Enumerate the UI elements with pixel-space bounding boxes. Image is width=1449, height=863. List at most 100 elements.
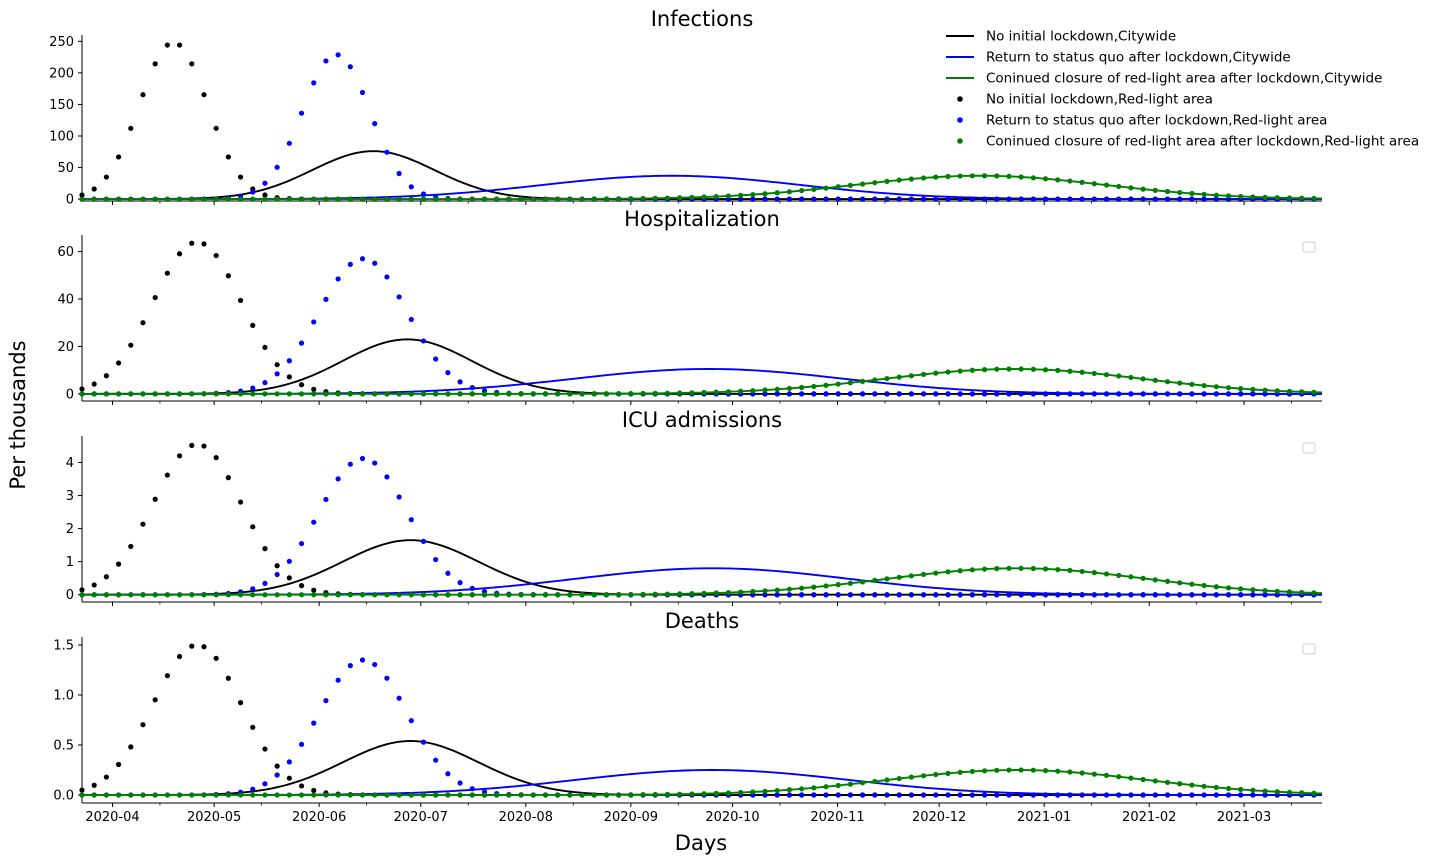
data-point bbox=[225, 675, 231, 681]
data-point bbox=[713, 193, 719, 200]
data-point bbox=[262, 580, 268, 587]
data-point bbox=[847, 182, 853, 188]
data-point bbox=[628, 196, 634, 202]
data-point bbox=[713, 590, 719, 596]
data-point bbox=[908, 774, 914, 780]
data-point bbox=[969, 592, 975, 598]
data-point bbox=[262, 746, 268, 752]
data-point bbox=[225, 475, 231, 481]
data-point bbox=[1213, 784, 1219, 791]
data-point bbox=[542, 792, 549, 798]
data-point bbox=[811, 592, 817, 598]
data-point bbox=[213, 655, 219, 661]
data-point bbox=[250, 391, 256, 397]
data-point bbox=[298, 110, 305, 116]
data-point bbox=[920, 175, 927, 181]
data-point bbox=[286, 391, 292, 397]
data-point bbox=[1274, 588, 1280, 594]
data-point bbox=[689, 390, 695, 396]
data-point bbox=[1042, 391, 1049, 397]
data-point bbox=[140, 196, 146, 202]
data-point bbox=[518, 196, 524, 202]
y-tick-label: 0 bbox=[66, 387, 74, 402]
data-point bbox=[384, 474, 390, 480]
data-point bbox=[1030, 565, 1036, 572]
data-point bbox=[469, 196, 475, 202]
data-point bbox=[323, 391, 329, 397]
data-point bbox=[774, 386, 780, 392]
data-point bbox=[847, 391, 853, 397]
data-point bbox=[1103, 391, 1110, 397]
empty-legend-box bbox=[1302, 643, 1316, 655]
data-point bbox=[323, 296, 329, 302]
data-point bbox=[128, 391, 134, 397]
data-point bbox=[859, 592, 866, 598]
data-point bbox=[530, 592, 536, 598]
data-point bbox=[1103, 592, 1110, 598]
data-point bbox=[140, 792, 146, 798]
data-point bbox=[957, 196, 963, 202]
data-point bbox=[945, 391, 951, 397]
data-point bbox=[323, 58, 329, 64]
data-point bbox=[347, 792, 353, 798]
data-point bbox=[591, 792, 597, 798]
data-point bbox=[79, 592, 85, 598]
data-point bbox=[1213, 792, 1219, 798]
data-point bbox=[1067, 592, 1073, 598]
data-point bbox=[384, 274, 390, 280]
data-point bbox=[189, 643, 195, 649]
data-point bbox=[1103, 182, 1110, 188]
data-point bbox=[372, 391, 378, 397]
data-point bbox=[567, 391, 573, 397]
data-point bbox=[408, 391, 414, 397]
data-point bbox=[981, 792, 988, 798]
data-point bbox=[1152, 792, 1158, 798]
data-point bbox=[1201, 391, 1207, 397]
data-point bbox=[433, 356, 439, 362]
data-point bbox=[1164, 379, 1171, 385]
x-tick-label: 2021-01 bbox=[1017, 810, 1071, 825]
data-point bbox=[225, 792, 231, 798]
data-point bbox=[847, 781, 853, 787]
data-point bbox=[433, 757, 439, 763]
data-point bbox=[811, 186, 817, 192]
data-point bbox=[616, 591, 622, 598]
data-point bbox=[213, 455, 219, 461]
data-point bbox=[494, 196, 500, 202]
data-point bbox=[213, 391, 219, 397]
data-point bbox=[920, 371, 927, 377]
data-point bbox=[920, 391, 927, 397]
data-point bbox=[884, 178, 890, 184]
data-point bbox=[1274, 388, 1280, 394]
data-point bbox=[140, 92, 146, 98]
data-point bbox=[298, 583, 305, 589]
y-tick-label: 3 bbox=[66, 489, 74, 504]
data-point bbox=[1274, 789, 1280, 795]
data-point bbox=[859, 780, 866, 786]
data-point bbox=[786, 787, 793, 793]
data-point bbox=[823, 196, 829, 202]
data-point bbox=[591, 196, 597, 202]
data-point bbox=[237, 592, 244, 598]
x-tick-label: 2020-09 bbox=[604, 810, 658, 825]
data-point bbox=[920, 792, 927, 798]
data-point bbox=[311, 720, 317, 726]
data-point bbox=[994, 173, 1000, 179]
data-point bbox=[689, 194, 695, 201]
data-point bbox=[616, 391, 622, 397]
data-point bbox=[945, 770, 951, 776]
data-point bbox=[896, 792, 902, 798]
data-point bbox=[1213, 391, 1219, 397]
data-point bbox=[286, 775, 292, 781]
data-point bbox=[335, 476, 341, 482]
data-point bbox=[286, 374, 292, 380]
legend-dot-swatch bbox=[957, 138, 963, 144]
data-point bbox=[420, 592, 427, 598]
data-point bbox=[994, 566, 1000, 572]
data-point bbox=[555, 196, 561, 202]
data-point bbox=[311, 592, 317, 598]
data-point bbox=[128, 543, 134, 550]
data-point bbox=[1238, 193, 1244, 200]
data-point bbox=[701, 389, 707, 396]
data-point bbox=[396, 294, 402, 300]
